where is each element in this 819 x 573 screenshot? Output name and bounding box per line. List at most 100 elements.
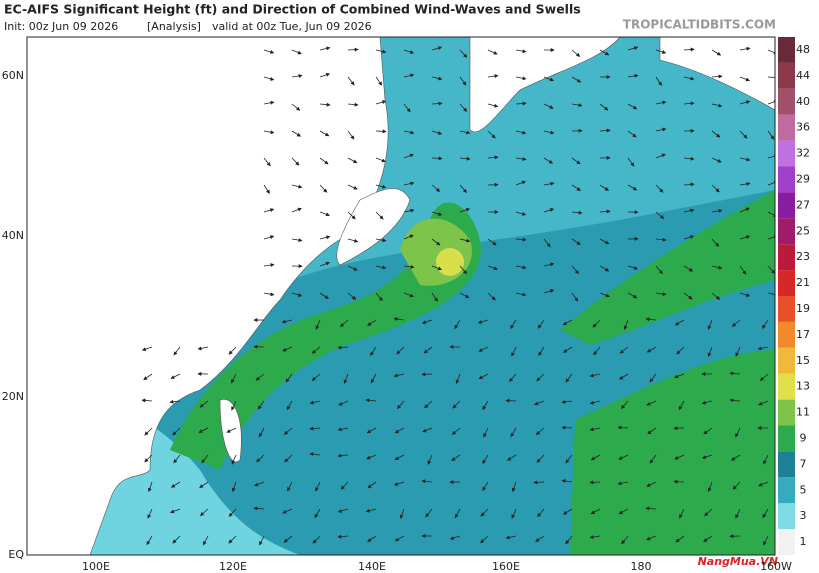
wave-arrow (143, 373, 153, 381)
wave-arrow (454, 319, 461, 330)
wave-arrow (618, 454, 629, 460)
wave-arrow (454, 508, 461, 519)
wave-arrow (421, 479, 433, 484)
wave-arrow (683, 156, 695, 161)
wave-arrow (459, 49, 468, 58)
wave-arrow (393, 373, 405, 378)
colorbar-swatch (778, 244, 795, 271)
wave-arrow (571, 49, 581, 57)
wave-arrow (231, 400, 237, 411)
analysis: [Analysis] (147, 20, 201, 33)
wave-arrow (571, 210, 583, 215)
wave-arrow (173, 454, 181, 464)
wave-arrow (565, 373, 573, 383)
wave-arrow (263, 49, 275, 54)
colorbar-swatch (778, 218, 795, 245)
wave-arrow (683, 208, 695, 213)
wave-arrow (543, 289, 555, 294)
colorbar-label: 15 (796, 354, 810, 367)
wave-arrow (620, 400, 629, 410)
wave-arrow (284, 454, 293, 463)
wave-arrow (487, 74, 499, 79)
wave-arrow (739, 46, 751, 51)
wave-arrow (198, 427, 209, 433)
lon-label: 160W (760, 560, 792, 573)
wave-arrow (599, 49, 610, 56)
wave-arrow (311, 346, 321, 354)
wave-arrow (375, 292, 383, 302)
wave-arrow (347, 102, 359, 107)
wave-arrow (599, 209, 611, 214)
wave-arrow (482, 454, 489, 465)
wave-arrow (141, 346, 153, 352)
wave-arrow (711, 103, 723, 108)
wave-arrow (538, 346, 545, 357)
wave-arrow (459, 265, 467, 275)
wave-arrow (231, 454, 237, 465)
wave-arrow (309, 452, 321, 457)
wave-arrow (683, 292, 693, 300)
wave-arrow (623, 319, 629, 330)
wave-arrow (593, 346, 601, 356)
wave-arrow (314, 508, 321, 519)
lat-label: 20N (2, 390, 24, 403)
wave-arrow (711, 208, 723, 213)
wave-arrow (375, 211, 384, 220)
wave-arrow (711, 238, 720, 247)
wave-arrow (287, 481, 293, 492)
wave-arrow (169, 399, 181, 404)
wave-arrow (627, 184, 638, 191)
wave-arrow (762, 508, 769, 519)
colorbar-label: 5 (800, 483, 807, 496)
wave-arrow (767, 130, 775, 140)
wave-arrow (309, 400, 321, 405)
wave-arrow (291, 130, 302, 137)
wave-arrow (431, 76, 443, 81)
wave-arrow (646, 400, 657, 406)
wave-arrow (562, 508, 573, 515)
wave-arrow (739, 292, 751, 297)
wave-arrow (674, 454, 685, 460)
wave-arrow (347, 238, 359, 243)
wave-arrow (375, 238, 387, 243)
wave-arrow (286, 400, 293, 411)
wave-arrow (431, 292, 438, 302)
wave-arrow (431, 238, 441, 246)
wave-arrow (202, 535, 209, 546)
wave-arrow (343, 373, 349, 384)
wave-arrow (739, 265, 747, 275)
wave-arrow (533, 480, 545, 485)
colorbar-label: 3 (800, 509, 807, 522)
wave-arrow (535, 427, 545, 435)
wave-arrow (483, 427, 489, 438)
wave-arrow (515, 265, 527, 270)
wave-arrow (678, 400, 685, 411)
wave-arrow (263, 184, 270, 194)
wave-arrow (347, 157, 358, 164)
wave-arrow (319, 261, 330, 267)
colorbar-label: 13 (796, 380, 810, 393)
wave-arrow (431, 265, 442, 271)
wave-arrow (365, 398, 377, 403)
wave-arrow (707, 346, 713, 357)
wave-arrow (144, 454, 153, 463)
wave-arrow (459, 238, 471, 243)
colorbar-label: 36 (796, 121, 810, 134)
wave-arrow (763, 454, 769, 465)
wave-arrow (703, 427, 713, 435)
wave-arrow (655, 265, 663, 275)
wave-arrow (487, 265, 499, 271)
wave-arrow (649, 454, 657, 464)
wave-arrow (515, 101, 527, 106)
wave-arrow (459, 103, 468, 112)
wave-arrow (510, 427, 517, 438)
wave-arrow (537, 319, 545, 329)
colorbar-swatch (778, 37, 795, 63)
colorbar-label: 17 (796, 328, 810, 341)
wave-arrow (263, 130, 275, 135)
wave-arrow (173, 346, 181, 356)
wave-arrow (571, 103, 583, 108)
wave-arrow (683, 265, 694, 272)
wave-arrow (366, 454, 377, 460)
wave-arrow (655, 100, 667, 105)
